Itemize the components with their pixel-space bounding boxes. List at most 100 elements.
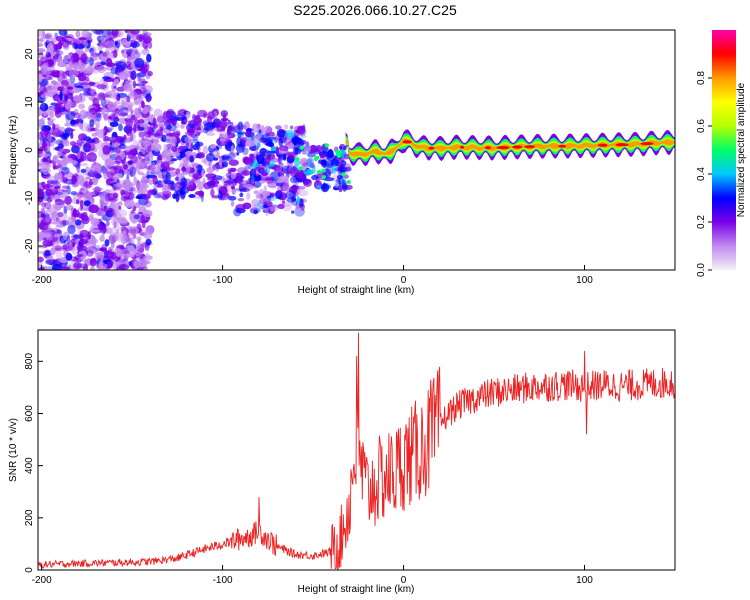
spectrogram-cell: [54, 244, 62, 251]
spectrogram-cell: [143, 255, 153, 261]
spectrogram-cell: [230, 200, 235, 207]
spectrogram-cell: [128, 261, 132, 266]
spectrogram-cell: [293, 183, 299, 194]
spectrogram-cell: [38, 232, 47, 239]
spectrogram-cell: [138, 152, 143, 160]
spectrogram-cell: [82, 263, 86, 267]
spectrogram-cell: [105, 165, 109, 175]
spectrogram-cell: [123, 164, 128, 170]
spectrogram-cell: [38, 182, 46, 192]
spectrogram-cell: [89, 166, 93, 174]
spectrogram-cell: [172, 193, 177, 199]
spectrogram-cell: [188, 180, 196, 190]
spectrogram-cell: [44, 250, 52, 257]
spectrogram-cell: [236, 152, 240, 156]
spectrogram-cell: [142, 209, 153, 218]
spectrogram-cell: [104, 135, 109, 142]
spectrogram-cell: [299, 145, 304, 150]
spectrogram-cell: [193, 123, 201, 131]
spectrogram-cell: [38, 42, 44, 47]
spectrogram-cell: [38, 51, 44, 61]
spectrogram-cell: [321, 168, 326, 173]
spectrogram-cell: [129, 166, 137, 175]
spectrogram-heatmap: [38, 30, 675, 270]
spectrogram-cell: [73, 112, 81, 119]
spectrogram-cell: [72, 39, 81, 47]
colorbar-ticks: 0.0 0.2 0.4 0.6 0.8: [696, 71, 712, 277]
spectrogram-cell: [244, 165, 250, 171]
spectrogram-cell: [180, 115, 187, 120]
spectrogram-cell: [138, 258, 148, 268]
spectrogram-cell: [143, 33, 148, 42]
spectrogram-cell: [340, 164, 344, 175]
spectrogram-cell: [133, 127, 143, 132]
spectrogram-cell: [88, 204, 100, 214]
spectrogram-cell: [163, 180, 175, 185]
spectrogram-cell: [157, 123, 167, 128]
spectrogram-cell: [105, 209, 114, 218]
spectrogram-cell: [89, 257, 97, 267]
spectrogram-cell: [87, 243, 94, 252]
spectrogram-cell: [125, 48, 136, 52]
spectrogram-cell: [166, 108, 175, 116]
x-tick-label: 0: [401, 575, 407, 586]
spectrogram-cell: [200, 193, 204, 203]
spectrogram-cell: [205, 132, 216, 136]
spectrogram-cell: [107, 197, 118, 203]
spectrogram-cell: [94, 117, 101, 127]
spectrogram-cell: [42, 184, 54, 189]
spectrogram-cell: [258, 189, 266, 199]
spectrogram-cell: [58, 30, 68, 36]
spectrogram-cell: [114, 100, 121, 105]
spectrogram-cell: [87, 171, 97, 178]
spectrogram-cell: [65, 34, 74, 39]
spectrogram-cell: [89, 119, 95, 127]
spectrogram-cell: [89, 47, 95, 54]
spectrogram-cell: [249, 168, 257, 178]
spectrogram-cell: [59, 133, 68, 139]
spectrogram-cell: [118, 117, 128, 124]
spectrogram-cell: [275, 125, 282, 130]
spectrogram-cell: [52, 50, 64, 56]
spectrogram-cell: [115, 155, 122, 165]
spectrogram-cell: [52, 155, 59, 166]
spectrogram-cell: [154, 131, 163, 139]
spectrogram-cell: [277, 190, 283, 195]
colorbar-tick-label: 0.0: [696, 263, 707, 277]
spectrogram-cell: [96, 84, 107, 90]
spectrogram-cell: [294, 159, 300, 167]
spectrogram-cell: [179, 191, 186, 196]
spectrogram-cell: [97, 45, 103, 51]
spectrogram-cell: [90, 217, 100, 226]
trace-peak: [615, 143, 629, 147]
spectrogram-cell: [101, 164, 107, 175]
spectrogram-cell: [65, 252, 73, 261]
snr-x-label: Height of straight line (km): [298, 584, 415, 595]
spectrogram-cell: [38, 70, 42, 74]
spectrogram-cell: [171, 117, 177, 126]
spectrogram-cell: [170, 136, 178, 145]
spectrogram-cell: [94, 125, 99, 135]
spectrogram-cell: [57, 211, 68, 222]
spectrogram-cell: [240, 170, 248, 177]
spectrogram-cell: [62, 39, 70, 48]
spectrogram-cell: [112, 93, 118, 101]
spectrogram-cell: [285, 129, 295, 139]
spectrogram-cell: [60, 245, 70, 250]
spectrogram-cell: [122, 180, 133, 191]
spectrogram-cell: [148, 41, 153, 49]
spectrogram-cell: [289, 166, 299, 177]
spectrogram-cell: [131, 114, 136, 119]
spectrogram-cell: [110, 66, 118, 74]
spectrogram-cell: [38, 199, 41, 206]
spectrogram-cell: [268, 205, 279, 212]
spectrogram-cell: [160, 195, 170, 199]
spectrogram-cell: [278, 145, 289, 152]
spectrogram-cell: [88, 169, 99, 178]
spectrogram-cell: [198, 190, 205, 198]
spectrogram-cell: [38, 153, 49, 158]
spectrogram-cell: [64, 122, 71, 127]
spectrogram-cell: [86, 152, 98, 162]
spectrogram-cell: [253, 182, 262, 188]
spectrogram-cell: [299, 157, 309, 167]
